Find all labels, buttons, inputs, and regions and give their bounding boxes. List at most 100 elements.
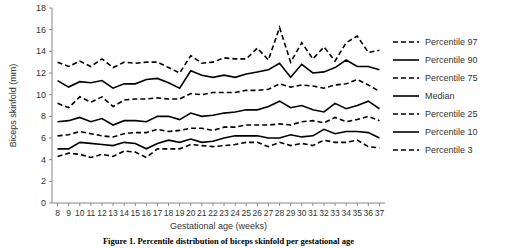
x-tick <box>346 203 347 206</box>
y-tick-label: 12 <box>36 68 46 78</box>
legend-swatch <box>393 113 419 115</box>
x-tick <box>135 203 136 206</box>
x-tick-label: 37 <box>375 208 385 218</box>
y-tick-label: 14 <box>36 46 46 56</box>
y-tick-label: 2 <box>41 176 46 186</box>
x-tick-label: 28 <box>275 208 285 218</box>
x-tick-label: 31 <box>308 208 318 218</box>
legend-label: Percentile 75 <box>425 73 478 83</box>
x-tick <box>68 203 69 206</box>
x-tick-label: 34 <box>341 208 351 218</box>
x-tick <box>379 203 380 206</box>
series-line <box>58 28 380 74</box>
x-axis-label: Gestational age (weeks) <box>170 221 267 231</box>
x-tick-label: 27 <box>264 208 274 218</box>
legend-swatch <box>393 59 419 61</box>
caption: Figure 1. Percentile distribution of bic… <box>103 236 354 246</box>
x-tick-label: 30 <box>297 208 307 218</box>
legend-swatch <box>393 149 419 151</box>
x-tick <box>335 203 336 206</box>
y-tick-label: 10 <box>36 90 46 100</box>
legend-label: Percentile 10 <box>425 127 478 137</box>
x-tick <box>235 203 236 206</box>
legend-swatch <box>393 41 419 43</box>
y-tick <box>49 181 52 182</box>
x-tick <box>301 203 302 206</box>
x-tick <box>57 203 58 206</box>
x-tick-label: 24 <box>230 208 240 218</box>
x-tick-label: 29 <box>286 208 296 218</box>
y-tick-label: 8 <box>41 111 46 121</box>
plot-area <box>58 28 380 158</box>
x-tick-label: 23 <box>219 208 229 218</box>
x-tick <box>146 203 147 206</box>
x-tick-label: 35 <box>353 208 363 218</box>
y-tick <box>49 159 52 160</box>
x-tick <box>124 203 125 206</box>
x-tick-label: 21 <box>197 208 207 218</box>
x-tick <box>168 203 169 206</box>
x-tick <box>290 203 291 206</box>
y-tick <box>49 8 52 9</box>
y-axis-label: Biceps skinfold (mm) <box>8 64 18 148</box>
y-tick <box>49 51 52 52</box>
x-tick-label: 15 <box>131 208 141 218</box>
legend-swatch <box>393 95 419 97</box>
y-tick <box>49 73 52 74</box>
x-tick-label: 10 <box>75 208 85 218</box>
x-tick <box>101 203 102 206</box>
x-tick <box>323 203 324 206</box>
x-tick-label: 20 <box>186 208 196 218</box>
series-line <box>58 80 380 108</box>
legend-label: Percentile 25 <box>425 109 478 119</box>
legend-label: Percentile 90 <box>425 55 478 65</box>
legend-swatch <box>393 131 419 133</box>
x-tick <box>90 203 91 206</box>
legend-swatch <box>393 77 419 79</box>
legend-label: Percentile 97 <box>425 37 478 47</box>
series-line <box>58 116 380 137</box>
x-tick <box>357 203 358 206</box>
y-tick-label: 18 <box>36 3 46 13</box>
y-tick-label: 4 <box>41 155 46 165</box>
x-tick <box>190 203 191 206</box>
x-tick-label: 36 <box>364 208 374 218</box>
x-tick <box>312 203 313 206</box>
x-tick-label: 16 <box>142 208 152 218</box>
y-tick <box>49 94 52 95</box>
x-tick-label: 17 <box>153 208 163 218</box>
x-tick-label: 11 <box>86 208 95 218</box>
x-tick <box>224 203 225 206</box>
y-tick <box>49 29 52 30</box>
y-tick-label: 16 <box>36 25 46 35</box>
x-tick <box>179 203 180 206</box>
series-line <box>58 140 380 157</box>
x-tick <box>246 203 247 206</box>
y-tick <box>49 116 52 117</box>
chart: 0246810121416188910111213141516171819202… <box>0 0 508 248</box>
x-tick-label: 25 <box>242 208 252 218</box>
x-tick <box>368 203 369 206</box>
x-tick-label: 19 <box>175 208 185 218</box>
x-tick <box>268 203 269 206</box>
x-tick <box>257 203 258 206</box>
legend-label: Percentile 3 <box>425 145 473 155</box>
x-tick-label: 18 <box>164 208 174 218</box>
y-tick <box>49 138 52 139</box>
y-tick-label: 0 <box>41 198 46 208</box>
y-tick-label: 6 <box>41 133 46 143</box>
x-tick <box>157 203 158 206</box>
x-tick-label: 33 <box>330 208 340 218</box>
x-tick-label: 12 <box>97 208 107 218</box>
x-tick-label: 14 <box>119 208 129 218</box>
x-tick <box>212 203 213 206</box>
series-line <box>58 101 380 125</box>
x-tick-label: 22 <box>208 208 218 218</box>
x-tick <box>201 203 202 206</box>
x-tick <box>279 203 280 206</box>
x-tick <box>113 203 114 206</box>
series-line <box>58 60 380 88</box>
y-tick <box>49 203 52 204</box>
x-tick <box>79 203 80 206</box>
x-tick-label: 13 <box>108 208 118 218</box>
